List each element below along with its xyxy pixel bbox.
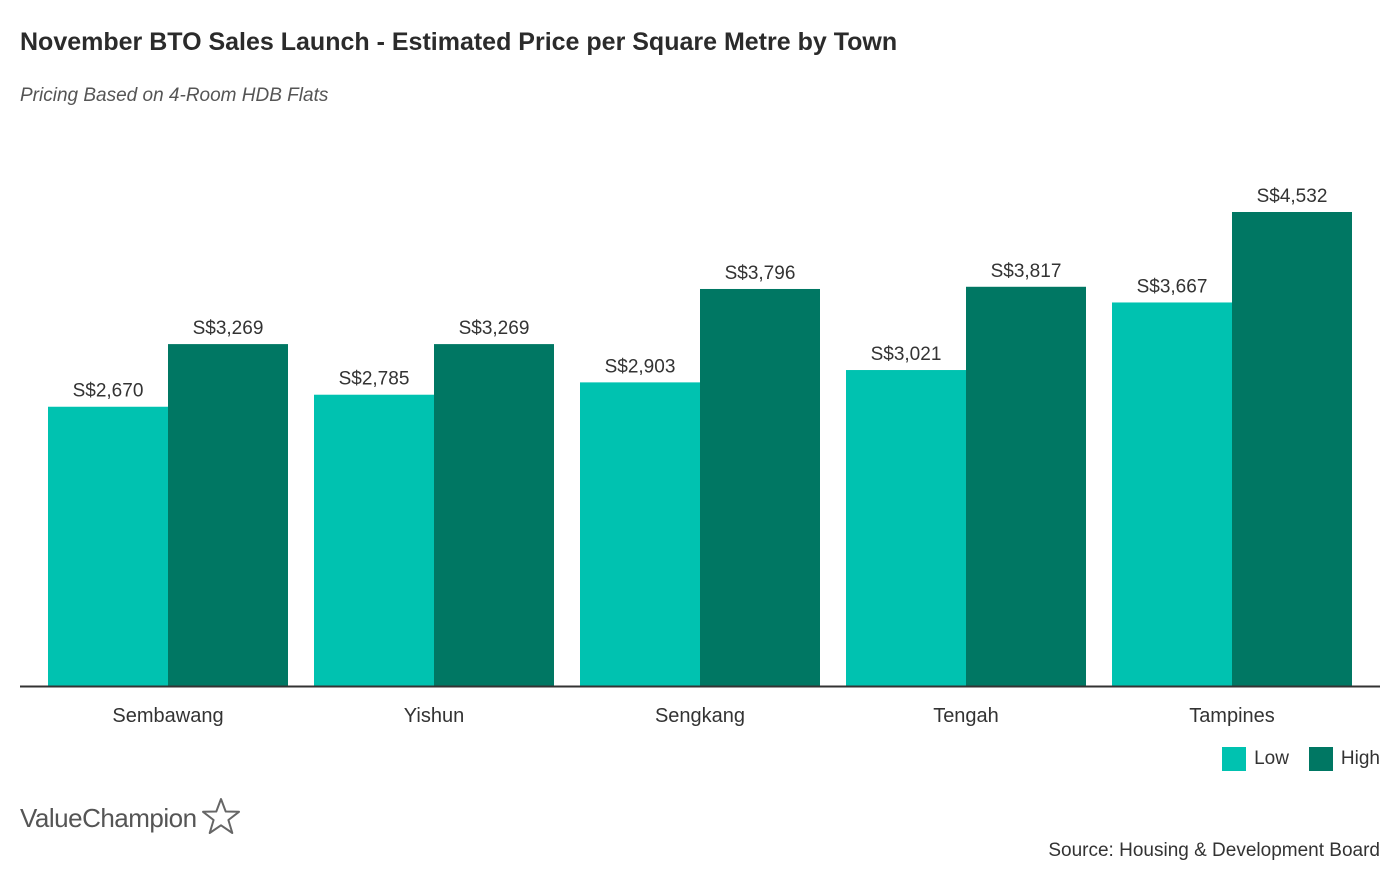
data-label-sengkang-low: S$2,903 [605, 356, 676, 377]
bar-tampines-low [1112, 302, 1232, 686]
star-outline-icon [201, 796, 241, 841]
legend-label-high: High [1341, 748, 1380, 770]
x-tick-label-tampines: Tampines [1189, 705, 1275, 727]
legend-swatch-low [1222, 747, 1246, 771]
data-label-sembawang-high: S$3,269 [193, 318, 264, 339]
x-tick-label-tengah: Tengah [933, 705, 999, 727]
data-label-tampines-low: S$3,667 [1137, 276, 1208, 297]
x-tick-label-yishun: Yishun [404, 705, 464, 727]
bar-yishun-low [314, 395, 434, 686]
x-tick-label-sembawang: Sembawang [112, 705, 223, 727]
source-note: Source: Housing & Development Board [1048, 840, 1380, 862]
data-label-sengkang-high: S$3,796 [725, 263, 796, 284]
data-label-yishun-low: S$2,785 [339, 369, 410, 390]
legend-label-low: Low [1254, 748, 1289, 770]
legend-swatch-high [1309, 747, 1333, 771]
chart-legend: Low High [1222, 747, 1380, 771]
bar-yishun-high [434, 344, 554, 686]
bar-tampines-high [1232, 212, 1352, 686]
bar-chart: S$2,670 S$3,269 Sembawang S$2,785 S$3,269 Yis… [0, 0, 1400, 882]
data-label-yishun-high: S$3,269 [459, 318, 530, 339]
bar-sembawang-high [168, 344, 288, 686]
bar-tengah-high [966, 287, 1086, 686]
legend-item-low: Low [1222, 747, 1289, 771]
data-label-tengah-high: S$3,817 [991, 261, 1062, 282]
brand-logo: ValueChampion [20, 796, 241, 841]
bar-tengah-low [846, 370, 966, 686]
x-tick-label-sengkang: Sengkang [655, 705, 745, 727]
legend-item-high: High [1309, 747, 1380, 771]
logo-text: ValueChampion [20, 803, 197, 834]
bar-sengkang-high [700, 289, 820, 686]
data-label-tampines-high: S$4,532 [1257, 186, 1328, 207]
data-label-tengah-low: S$3,021 [871, 344, 942, 365]
bar-sengkang-low [580, 382, 700, 686]
data-label-sembawang-low: S$2,670 [73, 381, 144, 402]
bar-sembawang-low [48, 407, 168, 686]
